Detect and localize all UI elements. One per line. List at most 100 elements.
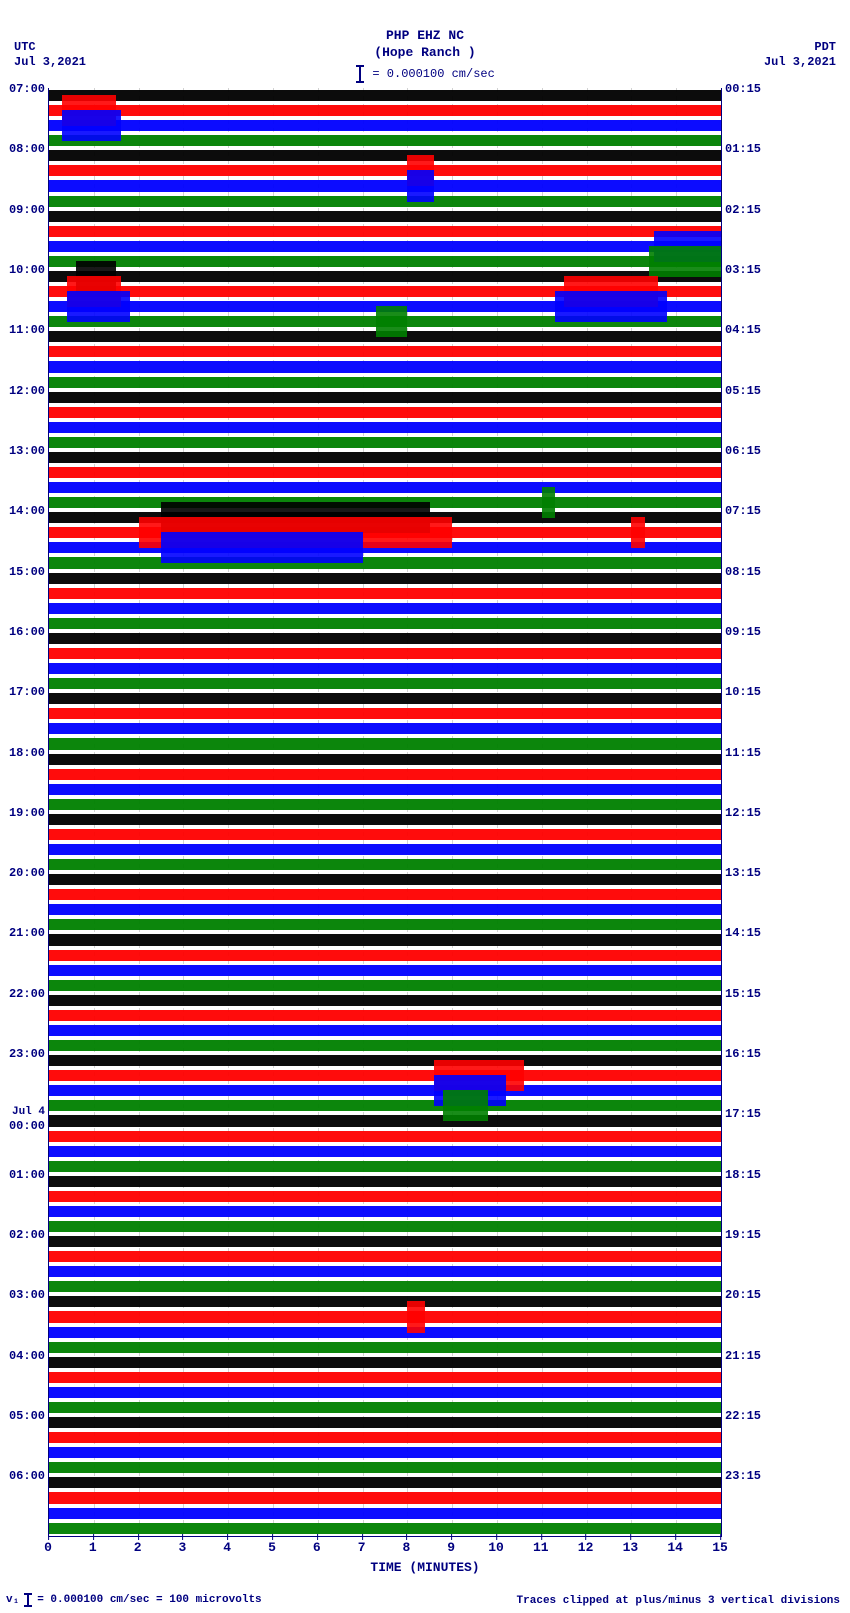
pdt-hour-label: 22:15 [721,1409,761,1423]
x-tick: 15 [712,1540,728,1555]
helicorder-container: UTC Jul 3,2021 PDT Jul 3,2021 PHP EHZ NC… [0,0,850,1613]
seismic-trace [49,708,721,719]
x-tick: 0 [44,1540,52,1555]
seismic-trace [49,452,721,463]
seismic-trace [49,407,721,418]
x-axis-label: TIME (MINUTES) [0,1560,850,1575]
seismic-trace [49,1206,721,1217]
trace-row [49,1506,721,1521]
utc-hour-label: 06:00 [1,1469,49,1483]
seismic-trace [49,1055,721,1066]
x-tick: 3 [178,1540,186,1555]
seismic-trace [49,874,721,885]
trace-row [49,691,721,706]
utc-hour-label: 12:00 [1,384,49,398]
pdt-hour-label: 20:15 [721,1288,761,1302]
seismic-trace [49,361,721,372]
pdt-hour-label: 08:15 [721,565,761,579]
trace-row [49,1430,721,1445]
seismic-trace [49,226,721,237]
seismic-trace [49,693,721,704]
hour-text: 05:00 [9,1409,45,1423]
footer-scale-text: = 0.000100 cm/sec = 100 microvolts [37,1594,261,1606]
pdt-hour-label: 23:15 [721,1469,761,1483]
trace-row [49,1174,721,1189]
utc-hour-label: 11:00 [1,323,49,337]
seismic-trace [49,829,721,840]
trace-row [49,1023,721,1038]
seismic-trace [49,1477,721,1488]
seismic-trace [49,1523,721,1534]
trace-row [49,254,721,269]
seismic-trace [49,1085,721,1096]
hour-text: 09:00 [9,203,45,217]
seismic-trace [49,1100,721,1111]
utc-hour-label: 07:00 [1,82,49,96]
trace-row [49,812,721,827]
trace-row [49,239,721,254]
trace-row [49,209,721,224]
seismic-trace [49,1070,721,1081]
station-id: PHP EHZ NC [0,28,850,45]
pdt-hour-label: 03:15 [721,263,761,277]
trace-row [49,1279,721,1294]
utc-hour-label: 13:00 [1,444,49,458]
trace-row [49,721,721,736]
seismic-trace [49,1115,721,1126]
seismic-trace [49,1146,721,1157]
seismic-trace [49,1266,721,1277]
seismic-trace [49,377,721,388]
seismic-trace [49,859,721,870]
seismic-trace [49,196,721,207]
seismic-trace [49,105,721,116]
hour-text: 08:00 [9,142,45,156]
pdt-hour-label: 05:15 [721,384,761,398]
utc-hour-label: 18:00 [1,746,49,760]
trace-row [49,1008,721,1023]
hour-text: 10:00 [9,263,45,277]
trace-row [49,1415,721,1430]
seismic-event [376,306,407,337]
seismic-trace [49,1176,721,1187]
seismic-trace [49,663,721,674]
pdt-hour-label: 18:15 [721,1168,761,1182]
hour-text: 14:00 [9,504,45,518]
trace-row [49,1129,721,1144]
seismic-trace [49,995,721,1006]
seismic-trace [49,723,721,734]
trace-row [49,571,721,586]
pdt-hour-label: 13:15 [721,866,761,880]
trace-row [49,480,721,495]
trace-row [49,736,721,751]
trace-row [49,646,721,661]
seismic-event [555,291,667,322]
pdt-hour-label: 15:15 [721,987,761,1001]
hour-text: 20:00 [9,866,45,880]
trace-row [49,1400,721,1415]
seismic-trace [49,392,721,403]
seismic-trace [49,1025,721,1036]
seismic-trace [49,1432,721,1443]
scale-text: = 0.000100 cm/sec [372,67,494,81]
trace-row [49,706,721,721]
hour-text: 22:00 [9,987,45,1001]
utc-hour-label: 08:00 [1,142,49,156]
seismic-trace [49,1131,721,1142]
pdt-hour-label: 19:15 [721,1228,761,1242]
x-tick: 13 [623,1540,639,1555]
utc-hour-label: 01:00 [1,1168,49,1182]
trace-row [49,917,721,932]
trace-row [49,993,721,1008]
utc-hour-label: 21:00 [1,926,49,940]
trace-row [49,978,721,993]
seismic-trace [49,738,721,749]
trace-row [49,465,721,480]
pdt-hour-label: 01:15 [721,142,761,156]
seismic-event [631,517,644,548]
x-tick: 9 [447,1540,455,1555]
seismic-trace [49,1311,721,1322]
utc-hour-label: 05:00 [1,1409,49,1423]
seismic-trace [49,618,721,629]
seismic-event [542,487,555,518]
seismic-trace [49,467,721,478]
